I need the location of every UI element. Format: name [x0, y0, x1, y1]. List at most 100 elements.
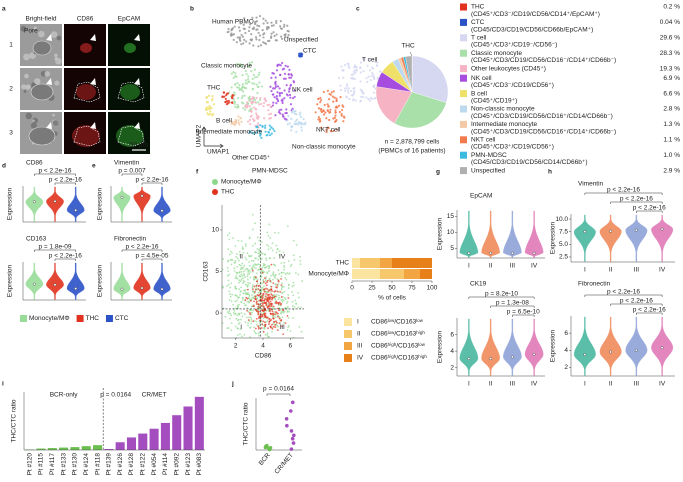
- cell-point: [208, 104, 211, 108]
- cell-point: [252, 284, 254, 287]
- cell-point: [288, 122, 291, 125]
- value-label: 1.1 %: [663, 137, 680, 144]
- cell-point: [270, 24, 273, 27]
- cluster-label: Classic monocyte: [201, 63, 252, 70]
- cell-point: [245, 296, 248, 299]
- cell-signal: [80, 43, 92, 53]
- cell-point: [266, 265, 269, 268]
- cell-point: [270, 288, 273, 291]
- cell-point: [287, 297, 290, 299]
- cell-point: [239, 318, 242, 321]
- bar: [47, 448, 57, 450]
- cell-point: [282, 77, 286, 80]
- cell-point: [270, 132, 273, 135]
- cell-point: [272, 278, 274, 281]
- cell-point: [257, 326, 260, 329]
- x-axis-label: % of cells: [378, 295, 407, 302]
- cell-point: [317, 115, 320, 119]
- cell-signal: [120, 84, 140, 100]
- cell-point: [256, 236, 259, 239]
- cell-point: [238, 65, 241, 68]
- cell-point: [270, 293, 273, 296]
- cell-point: [283, 34, 287, 37]
- cell-point: [281, 300, 284, 303]
- cell-point: [258, 34, 262, 37]
- cell-point: [242, 282, 245, 284]
- cell-point: [236, 314, 239, 317]
- cell-point: [229, 253, 231, 256]
- bar: [160, 422, 170, 450]
- cell-point: [268, 128, 272, 131]
- cell-point: [284, 322, 287, 325]
- cell-point: [264, 325, 267, 328]
- cell-point: [273, 293, 276, 296]
- cell-point: [349, 89, 353, 93]
- cell-point: [250, 110, 253, 113]
- cell-point: [286, 329, 289, 331]
- cell-point: [233, 25, 236, 28]
- cell-point: [279, 27, 283, 30]
- cell-point: [243, 27, 246, 31]
- cell-point: [262, 320, 265, 323]
- cell-point: [371, 72, 374, 75]
- cell-point: [258, 81, 261, 84]
- cell-point: [238, 36, 241, 39]
- legend-marker: (CD45⁺/CD3/CD19/CD56/CD16⁺/CD14⁺/CD66b⁻): [471, 128, 616, 135]
- cell-point: [351, 77, 355, 81]
- bar: [194, 396, 204, 450]
- cell: [32, 40, 52, 56]
- cell-point: [354, 99, 357, 102]
- legend-label: CTC: [115, 315, 129, 322]
- cell-point: [206, 108, 209, 111]
- cell-point: [270, 305, 273, 308]
- cell-outline: [117, 81, 145, 103]
- cell-point: [269, 85, 272, 88]
- cell-point: [227, 279, 230, 282]
- cell-point: [352, 70, 355, 74]
- cell-point: [276, 98, 279, 101]
- cell-point: [342, 76, 345, 79]
- cell-point: [345, 83, 349, 86]
- cell-point: [263, 271, 266, 273]
- cell-point: [273, 313, 276, 316]
- cell-point: [272, 24, 275, 27]
- cell-point: [332, 129, 335, 132]
- cell-point: [241, 262, 244, 265]
- cell-point: [244, 245, 247, 247]
- cell-point: [239, 333, 241, 335]
- cell-point: [288, 272, 291, 275]
- cell-point: [252, 288, 254, 291]
- cell-point: [271, 323, 273, 326]
- median-dot: [660, 227, 664, 231]
- cell-point: [246, 101, 249, 104]
- median-dot: [140, 194, 144, 198]
- legend-swatch: [460, 105, 467, 113]
- cell-point: [238, 303, 240, 306]
- x-tick-label: I: [584, 267, 586, 274]
- cell-point: [264, 264, 266, 266]
- cell-point: [270, 247, 272, 249]
- cell-point: [254, 264, 257, 266]
- cell-point: [291, 305, 294, 307]
- cell-point: [261, 302, 264, 305]
- cell-point: [267, 245, 270, 248]
- cell-point: [243, 302, 246, 305]
- x-axis-label: UMAP1: [207, 149, 230, 156]
- cell-point: [235, 271, 238, 274]
- point: [290, 436, 295, 441]
- cell-point: [268, 301, 270, 304]
- cell-point: [258, 71, 261, 74]
- cell-point: [284, 35, 287, 39]
- cell-point: [275, 293, 278, 296]
- cell-point: [238, 275, 241, 277]
- cell-point: [258, 334, 260, 337]
- cell-point: [268, 124, 271, 127]
- legend-label: IV: [357, 355, 364, 362]
- cell-point: [335, 97, 338, 100]
- cell-point: [263, 280, 265, 283]
- cell-point: [208, 107, 211, 110]
- p-value: p < 2.2e-16: [620, 196, 653, 203]
- cell-point: [269, 300, 272, 303]
- cluster-label: Non-classic monocyte: [292, 144, 356, 151]
- point: [289, 447, 294, 451]
